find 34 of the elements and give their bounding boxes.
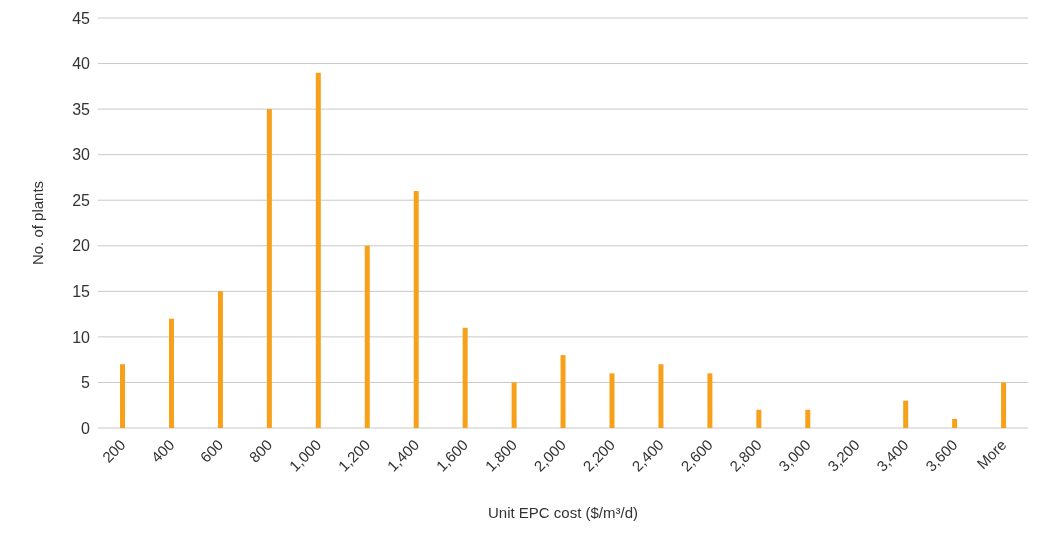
bar [511,382,517,428]
bar [560,355,566,428]
bar [364,245,370,428]
bar [413,191,419,428]
bar [903,400,909,428]
bar [315,72,321,428]
bar [168,318,174,428]
y-tick-label: 10 [72,328,91,346]
bar [658,364,664,428]
bar [266,109,272,428]
bar [756,409,762,428]
y-tick-label: 40 [72,55,91,73]
y-tick-label: 20 [72,237,91,255]
bar [462,327,468,428]
y-tick-label: 35 [72,100,91,118]
bar [805,409,811,428]
y-tick-label: 30 [72,146,91,164]
y-tick-label: 5 [81,374,91,392]
x-tick-label: 200 [98,435,129,466]
bar [1001,382,1007,428]
x-axis-title: Unit EPC cost ($/m³/d) [487,504,639,521]
x-tick-label: 800 [245,435,276,466]
bar [707,373,713,428]
bar [217,291,223,428]
y-axis-title: No. of plants [29,180,47,266]
x-tick-label: 400 [147,435,178,466]
bar [952,418,958,428]
y-tick-label: 0 [81,419,91,437]
bar [120,364,126,428]
y-tick-label: 15 [72,283,91,301]
x-tick-label: 600 [196,435,227,466]
bar [609,373,615,428]
y-tick-label: 25 [72,191,91,209]
y-tick-label: 45 [72,9,91,27]
